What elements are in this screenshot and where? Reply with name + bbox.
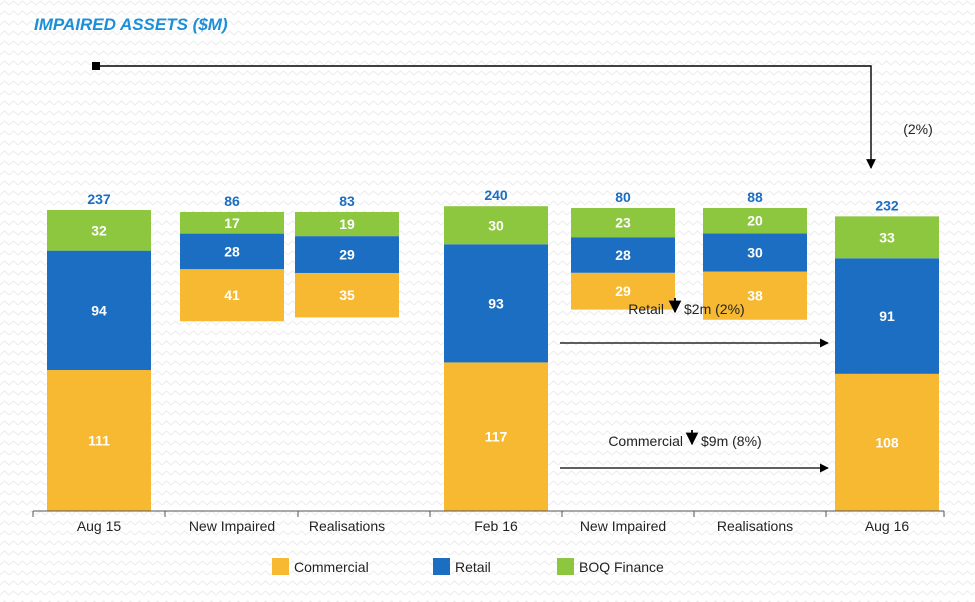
bar-segment <box>571 208 675 238</box>
bar-segment <box>835 216 939 259</box>
x-tick-label: Feb 16 <box>474 518 518 534</box>
segment-value-label: 94 <box>91 302 107 318</box>
legend-swatch <box>272 558 289 575</box>
total-value-label: 232 <box>875 197 899 213</box>
segment-value-label: 17 <box>224 215 240 231</box>
bar-segment <box>180 233 284 270</box>
bar-segment <box>703 208 807 234</box>
legend: Commercial Retail BOQ Finance <box>272 558 664 575</box>
connector-arrow <box>100 65 876 169</box>
retail-change-value: $2m (2%) <box>684 301 745 317</box>
legend-swatch <box>557 558 574 575</box>
retail-change-label: Retail <box>628 301 664 317</box>
total-value-label: 88 <box>747 189 763 205</box>
total-value-label: 80 <box>615 189 631 205</box>
commercial-change-value: $9m (8%) <box>701 433 762 449</box>
annotation-layer: (2%) Retail $2m (2%) Commercial $9m (8%) <box>92 62 933 473</box>
segment-value-label: 29 <box>339 247 355 263</box>
x-tick-label: Aug 15 <box>77 518 122 534</box>
segment-value-label: 93 <box>488 295 504 311</box>
segment-value-label: 28 <box>615 247 631 263</box>
x-tick-label: Realisations <box>309 518 385 534</box>
bar-segment <box>180 269 284 322</box>
bar-segment <box>47 250 151 371</box>
x-tick-label: Realisations <box>717 518 793 534</box>
bar-segment <box>444 206 548 245</box>
bar-segment <box>47 370 151 511</box>
bar-segment <box>703 233 807 272</box>
x-tick-label: New Impaired <box>189 518 275 534</box>
total-value-label: 83 <box>339 193 355 209</box>
segment-value-label: 117 <box>485 429 508 445</box>
segment-value-label: 32 <box>91 222 107 238</box>
segment-value-label: 35 <box>339 287 355 303</box>
bar-segment <box>295 236 399 273</box>
bar-segment <box>571 237 675 273</box>
total-value-label: 86 <box>224 193 240 209</box>
segment-value-label: 91 <box>879 308 895 324</box>
legend-label: Commercial <box>294 559 369 575</box>
total-value-label: 237 <box>87 191 111 207</box>
segment-value-label: 23 <box>615 215 631 231</box>
segment-value-label: 20 <box>747 213 763 229</box>
bar-segment <box>444 362 548 511</box>
segment-value-label: 41 <box>224 287 240 303</box>
overall-change-label: (2%) <box>903 121 933 137</box>
segment-value-label: 30 <box>488 217 504 233</box>
segment-value-label: 29 <box>615 283 631 299</box>
legend-label: Retail <box>455 559 491 575</box>
bar-segment <box>47 210 151 251</box>
x-tick-label: New Impaired <box>580 518 666 534</box>
bar-segment <box>444 244 548 363</box>
connector-start-marker <box>92 62 100 70</box>
segment-value-label: 111 <box>88 433 110 449</box>
segment-value-label: 33 <box>879 229 895 245</box>
bar-segment <box>571 272 675 310</box>
legend-swatch <box>433 558 450 575</box>
segment-value-label: 38 <box>747 288 763 304</box>
total-value-label: 240 <box>484 187 508 203</box>
bar-segment <box>295 212 399 237</box>
segment-value-label: 30 <box>747 244 763 260</box>
bar-segment <box>703 271 807 320</box>
bar-segment <box>835 373 939 511</box>
segment-value-label: 19 <box>339 216 355 232</box>
axis-layer: Aug 15 New Impaired Realisations Feb 16 New … <box>32 510 945 534</box>
legend-label: BOQ Finance <box>579 559 664 575</box>
bar-segment <box>295 272 399 318</box>
bars-layer: 111 94 32 237 41 28 17 86 35 29 19 83 117 93 30 240 29 28… <box>47 187 939 511</box>
x-tick-label: Aug 16 <box>865 518 910 534</box>
chart-title: IMPAIRED ASSETS ($M) <box>34 15 228 34</box>
bar-segment <box>180 212 284 234</box>
segment-value-label: 28 <box>224 243 240 259</box>
bar-segment <box>835 258 939 374</box>
commercial-change-label: Commercial <box>608 433 683 449</box>
segment-value-label: 108 <box>875 434 899 450</box>
